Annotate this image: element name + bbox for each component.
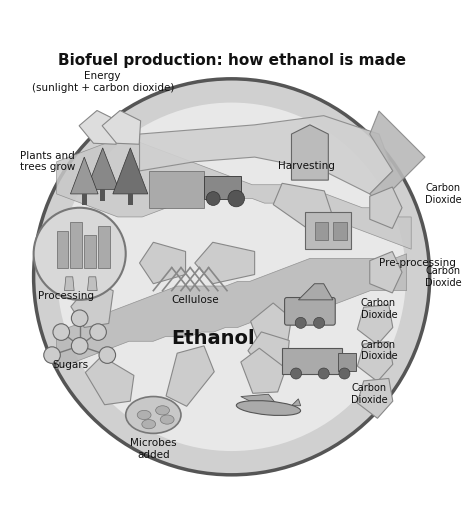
Text: Cellulose: Cellulose (171, 295, 219, 305)
Polygon shape (57, 139, 411, 249)
Bar (337, 353, 356, 371)
Bar (98, 226, 109, 268)
FancyBboxPatch shape (284, 298, 335, 325)
Polygon shape (88, 277, 97, 291)
Text: Biofuel production: how ethanol is made: Biofuel production: how ethanol is made (58, 54, 406, 68)
Circle shape (291, 368, 301, 379)
Ellipse shape (142, 420, 155, 429)
Text: Carbon
Dioxide: Carbon Dioxide (361, 340, 397, 361)
Polygon shape (357, 378, 393, 418)
Text: Carbon
Dioxide: Carbon Dioxide (425, 183, 462, 205)
Circle shape (90, 324, 106, 340)
Text: Pre-processing: Pre-processing (379, 258, 456, 268)
Circle shape (206, 191, 220, 206)
Polygon shape (85, 356, 134, 404)
Polygon shape (71, 281, 113, 328)
Circle shape (72, 338, 88, 354)
Bar (82, 194, 87, 206)
Text: Carbon
Dioxide: Carbon Dioxide (425, 266, 462, 288)
Bar (305, 213, 351, 249)
Circle shape (295, 317, 306, 328)
Bar (100, 189, 105, 201)
Polygon shape (370, 187, 402, 228)
Bar (315, 221, 328, 240)
Bar (283, 348, 342, 373)
Polygon shape (241, 348, 286, 393)
Bar (128, 194, 133, 206)
Text: Carbon
Dioxide: Carbon Dioxide (361, 298, 397, 320)
Polygon shape (292, 125, 328, 180)
Circle shape (44, 347, 60, 363)
Text: Processing: Processing (38, 291, 94, 301)
Polygon shape (71, 157, 98, 194)
Polygon shape (87, 148, 119, 189)
Ellipse shape (126, 397, 181, 433)
Bar (71, 221, 82, 268)
Text: Sugars: Sugars (53, 360, 89, 370)
Polygon shape (139, 116, 393, 194)
Polygon shape (248, 332, 289, 375)
Bar (149, 171, 204, 208)
Text: Energy
(sunlight + carbon dioxide): Energy (sunlight + carbon dioxide) (31, 71, 174, 93)
Polygon shape (139, 242, 186, 284)
Bar (204, 176, 241, 198)
Polygon shape (299, 284, 333, 300)
Circle shape (339, 368, 350, 379)
Ellipse shape (137, 410, 151, 420)
Polygon shape (370, 111, 425, 203)
Polygon shape (79, 110, 118, 144)
Polygon shape (113, 148, 148, 194)
Circle shape (57, 103, 406, 451)
Polygon shape (273, 183, 333, 229)
Polygon shape (251, 303, 292, 343)
Polygon shape (166, 346, 214, 406)
Circle shape (228, 190, 245, 207)
Polygon shape (102, 110, 141, 144)
Circle shape (34, 208, 126, 300)
Polygon shape (357, 305, 393, 345)
Polygon shape (292, 399, 301, 406)
Text: Harvesting: Harvesting (278, 161, 335, 171)
Text: Plants and
trees grow: Plants and trees grow (20, 151, 75, 173)
Polygon shape (241, 394, 278, 406)
Bar (84, 235, 96, 268)
Circle shape (53, 324, 70, 340)
Ellipse shape (237, 401, 301, 416)
Text: Microbes
added: Microbes added (130, 438, 177, 460)
Circle shape (99, 347, 116, 363)
Polygon shape (64, 277, 74, 291)
Circle shape (34, 79, 429, 475)
Ellipse shape (160, 415, 174, 424)
Circle shape (72, 310, 88, 327)
Text: Carbon
Dioxide: Carbon Dioxide (351, 383, 388, 405)
Polygon shape (357, 341, 393, 381)
Text: Ethanol: Ethanol (172, 329, 255, 349)
Polygon shape (370, 251, 402, 293)
Bar (333, 221, 347, 240)
Circle shape (314, 317, 325, 328)
Polygon shape (195, 242, 255, 284)
Circle shape (318, 368, 329, 379)
Polygon shape (57, 254, 407, 369)
Bar (57, 231, 68, 268)
Ellipse shape (155, 406, 170, 415)
